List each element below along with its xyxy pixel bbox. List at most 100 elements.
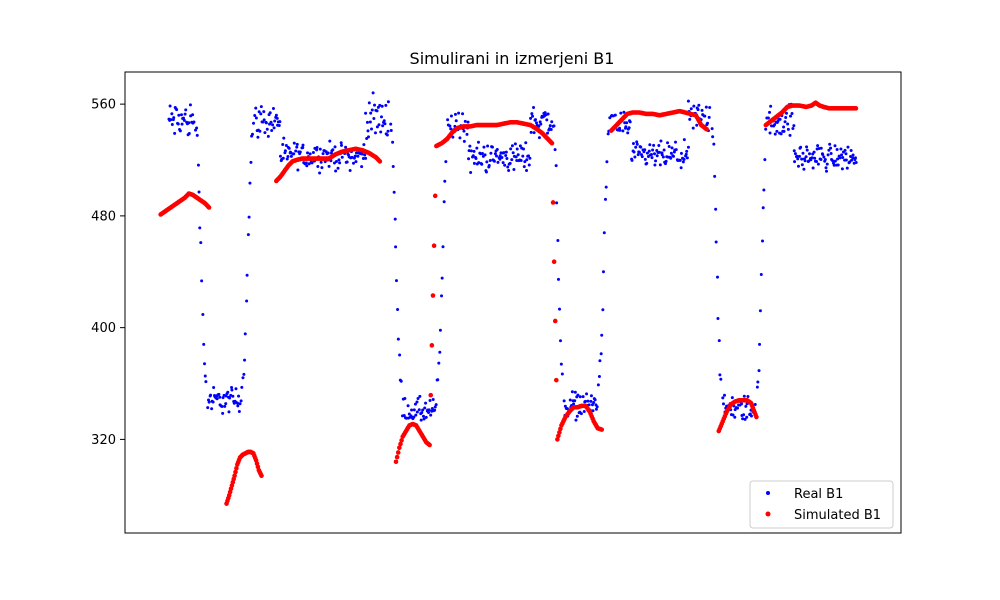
real-b1-point xyxy=(201,313,205,317)
simulated-b1-point xyxy=(599,427,605,432)
real-b1-point xyxy=(496,160,500,164)
real-b1-point xyxy=(568,398,572,402)
real-b1-point xyxy=(438,350,442,354)
real-b1-point xyxy=(815,159,819,163)
real-b1-point xyxy=(516,153,520,157)
real-b1-point xyxy=(550,120,554,124)
real-b1-point xyxy=(373,103,377,107)
real-b1-point xyxy=(308,152,312,156)
real-b1-point xyxy=(805,148,809,152)
real-b1-point xyxy=(218,395,222,399)
real-b1-point xyxy=(453,112,457,116)
real-b1-point xyxy=(442,200,446,204)
real-b1-point xyxy=(697,103,701,107)
simulated-b1-point xyxy=(550,200,556,205)
real-b1-point xyxy=(469,170,473,174)
real-b1-point xyxy=(493,152,497,156)
simulated-b1-point xyxy=(427,442,432,448)
real-b1-point xyxy=(515,147,519,151)
real-b1-point xyxy=(495,148,499,152)
real-b1-point xyxy=(746,395,750,399)
real-b1-point xyxy=(673,140,677,144)
real-b1-point xyxy=(437,361,441,365)
real-b1-point xyxy=(684,152,688,156)
simulated-b1-point xyxy=(377,159,383,164)
real-b1-point xyxy=(413,402,417,406)
real-b1-point xyxy=(396,307,400,311)
real-b1-point xyxy=(585,392,589,396)
real-b1-point xyxy=(327,164,331,168)
real-b1-point xyxy=(521,154,525,158)
real-b1-point xyxy=(583,399,587,403)
simulated-b1-point xyxy=(394,454,400,460)
real-b1-point xyxy=(712,142,716,146)
real-b1-point xyxy=(184,108,188,112)
real-b1-point xyxy=(367,101,371,105)
real-b1-point xyxy=(417,408,421,412)
simulated-b1-point xyxy=(853,106,859,111)
real-b1-point xyxy=(591,409,595,413)
real-b1-point xyxy=(474,157,478,160)
real-b1-point xyxy=(298,150,302,154)
simulated-b1-point xyxy=(432,193,438,199)
real-b1-point xyxy=(422,417,426,421)
real-b1-point xyxy=(643,157,647,161)
real-b1-point xyxy=(295,145,299,149)
real-b1-point xyxy=(231,394,235,398)
real-b1-point xyxy=(475,146,479,150)
real-b1-point xyxy=(645,151,649,155)
real-b1-point xyxy=(552,124,556,128)
simulated-b1-point xyxy=(234,465,239,471)
real-b1-point xyxy=(597,375,601,379)
real-b1-point xyxy=(560,372,564,376)
real-b1-point xyxy=(613,113,617,117)
real-b1-point xyxy=(707,115,711,119)
real-b1-point xyxy=(813,156,817,160)
real-b1-point xyxy=(281,156,285,160)
real-b1-point xyxy=(766,116,770,120)
real-b1-point xyxy=(662,148,666,152)
real-b1-point xyxy=(731,413,735,417)
real-b1-point xyxy=(436,378,440,382)
real-b1-point xyxy=(200,279,204,283)
real-b1-point xyxy=(418,394,422,398)
real-b1-point xyxy=(389,129,393,133)
real-b1-point xyxy=(286,154,290,158)
real-b1-point xyxy=(394,245,398,249)
real-b1-point xyxy=(379,115,383,119)
real-b1-point xyxy=(249,160,253,164)
real-b1-point xyxy=(480,162,484,166)
real-b1-point xyxy=(796,157,800,161)
real-b1-point xyxy=(345,160,349,164)
real-b1-point xyxy=(854,160,858,164)
real-b1-point xyxy=(824,166,828,170)
real-b1-point xyxy=(650,156,654,160)
real-b1-point xyxy=(851,153,855,157)
real-b1-point xyxy=(666,141,670,145)
real-b1-point xyxy=(307,162,311,166)
real-b1-point xyxy=(836,157,840,161)
real-b1-point xyxy=(663,162,667,166)
real-b1-point xyxy=(463,119,467,123)
simulated-b1-point xyxy=(429,343,435,348)
real-b1-point xyxy=(512,168,516,172)
real-b1-point xyxy=(252,121,256,125)
real-b1-point xyxy=(383,122,387,126)
real-b1-point xyxy=(466,120,470,124)
real-b1-point xyxy=(529,116,533,120)
real-b1-point xyxy=(421,414,425,418)
real-b1-point xyxy=(333,145,337,149)
real-b1-point xyxy=(627,126,631,130)
real-b1-point xyxy=(351,161,355,165)
real-b1-point xyxy=(380,104,384,108)
simulated-b1-point xyxy=(552,318,558,324)
real-b1-point xyxy=(530,112,534,116)
real-b1-point xyxy=(601,308,605,312)
real-b1-point xyxy=(686,145,690,149)
real-b1-point xyxy=(449,127,453,131)
real-b1-point xyxy=(292,141,296,145)
real-b1-point xyxy=(191,113,195,117)
real-b1-point xyxy=(819,146,823,150)
real-b1-point xyxy=(723,393,726,397)
real-b1-point xyxy=(430,406,434,410)
